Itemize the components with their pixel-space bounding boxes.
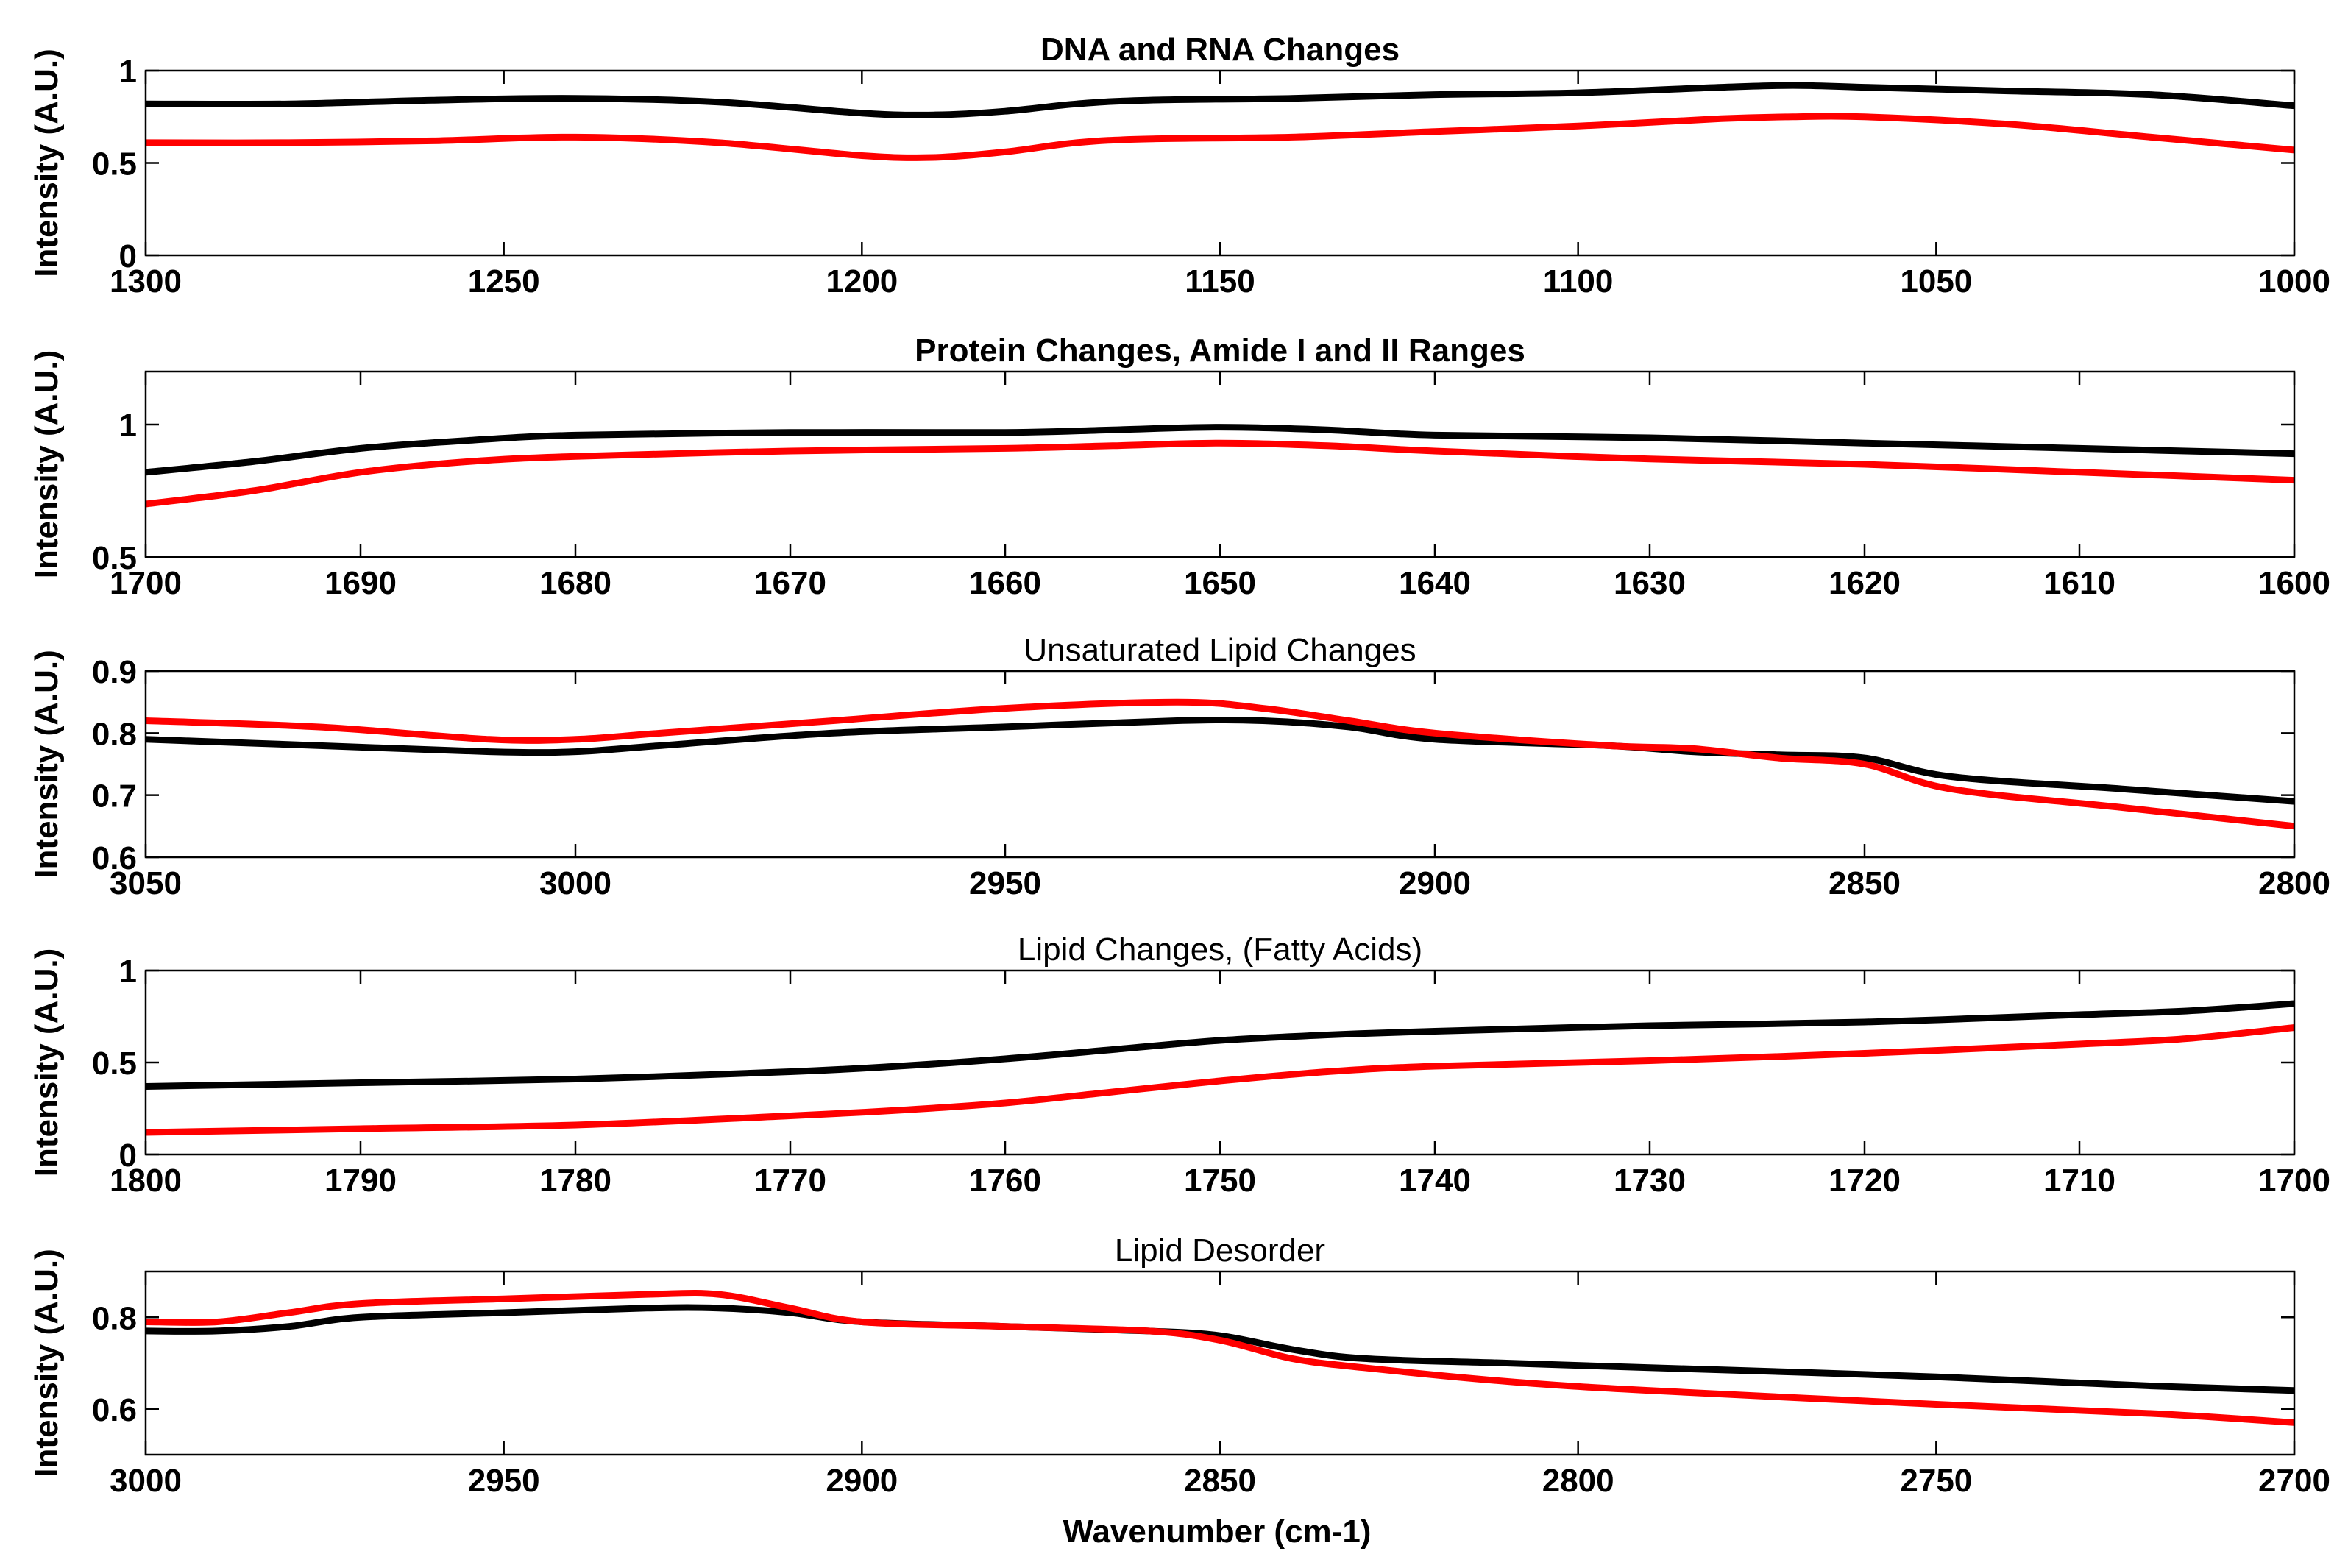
x-tick-label: 1660 (969, 565, 1041, 601)
panel-title: Lipid Desorder (1115, 1232, 1325, 1269)
series-line-black (146, 424, 2294, 476)
series-line-red (146, 1024, 2294, 1136)
y-axis-label: Intensity (A.U.) (29, 1249, 65, 1477)
x-axis-label: Wavenumber (cm-1) (1063, 1514, 1372, 1550)
x-tick-label: 3000 (539, 865, 611, 901)
y-tick-label: 1 (119, 54, 137, 90)
x-tick-label: 1710 (2043, 1163, 2115, 1199)
chart-panel-2: Protein Changes, Amide I and II Ranges In… (29, 333, 2330, 601)
x-tick-label: 2900 (826, 1463, 898, 1499)
series-line-black (146, 716, 2294, 805)
y-tick-label: 0.5 (92, 146, 137, 182)
x-tick-label: 1690 (324, 565, 397, 601)
chart-panel-5: Lipid Desorder Intensity (A.U.) 3000 2950 29… (29, 1232, 2330, 1499)
y-tick-label: 0.5 (92, 540, 137, 576)
x-tick-label: 2800 (2258, 865, 2330, 901)
x-tick-label: 1700 (2258, 1163, 2330, 1199)
panel-title: Lipid Changes, (Fatty Acids) (1018, 932, 1422, 968)
y-tick-label: 0.8 (92, 1300, 137, 1336)
x-tick-label: 1610 (2043, 565, 2115, 601)
y-tick-label: 1 (119, 954, 137, 990)
x-tick-label: 3000 (110, 1463, 182, 1499)
y-tick-label: 1 (119, 408, 137, 444)
y-tick-label: 0.6 (92, 1392, 137, 1428)
y-tick-label: 0.9 (92, 654, 137, 690)
x-tick-label: 1200 (826, 263, 898, 299)
x-tick-label: 1680 (539, 565, 611, 601)
panel-title: Unsaturated Lipid Changes (1024, 632, 1416, 668)
y-axis-label: Intensity (A.U.) (29, 948, 65, 1177)
x-tick-label: 1640 (1399, 565, 1471, 601)
x-tick-label: 1670 (754, 565, 826, 601)
x-tick-label: 1790 (324, 1163, 397, 1199)
x-tick-label: 1300 (110, 263, 182, 299)
y-tick-label: 0.6 (92, 840, 137, 876)
chart-panel-1: DNA and RNA Changes Intensity (A.U.) 1300 1… (29, 32, 2330, 299)
series-line-red (146, 113, 2294, 161)
series-line-red (146, 439, 2294, 508)
x-tick-label: 1800 (110, 1163, 182, 1199)
series-line-black (146, 82, 2294, 118)
series-line-black (146, 1000, 2294, 1090)
x-tick-label: 1730 (1614, 1163, 1686, 1199)
y-axis-label: Intensity (A.U.) (29, 650, 65, 878)
y-tick-label: 0.8 (92, 716, 137, 752)
series-line-red (146, 1289, 2294, 1426)
x-tick-label: 1650 (1184, 565, 1256, 601)
x-tick-label: 3050 (110, 865, 182, 901)
x-tick-label: 2900 (1399, 865, 1471, 901)
x-tick-label: 1100 (1543, 263, 1613, 299)
panel-title: Protein Changes, Amide I and II Ranges (915, 333, 1525, 369)
x-tick-label: 1770 (754, 1163, 826, 1199)
y-tick-label: 0 (119, 238, 137, 274)
x-tick-label: 1000 (2258, 263, 2330, 299)
x-tick-label: 1740 (1399, 1163, 1471, 1199)
x-tick-label: 1760 (969, 1163, 1041, 1199)
x-tick-label: 1720 (1829, 1163, 1901, 1199)
axes-frame (144, 670, 2296, 859)
x-tick-label: 1750 (1184, 1163, 1256, 1199)
x-tick-label: 2850 (1184, 1463, 1256, 1499)
y-tick-label: 0.7 (92, 778, 137, 815)
x-tick-label: 1600 (2258, 565, 2330, 601)
x-tick-label: 1150 (1185, 263, 1255, 299)
x-tick-label: 2700 (2258, 1463, 2330, 1499)
series-line-black (146, 1304, 2294, 1394)
x-tick-label: 1700 (110, 565, 182, 601)
y-tick-label: 0.5 (92, 1046, 137, 1082)
x-tick-label: 2750 (1900, 1463, 1972, 1499)
x-tick-label: 2950 (468, 1463, 540, 1499)
x-tick-label: 1620 (1829, 565, 1901, 601)
y-tick-label: 0 (119, 1138, 137, 1174)
chart-panel-3: Unsaturated Lipid Changes Intensity (A.U.… (29, 632, 2330, 901)
x-tick-label: 1630 (1614, 565, 1686, 601)
x-tick-label: 1050 (1900, 263, 1972, 299)
x-tick-label: 2850 (1829, 865, 1901, 901)
x-tick-label: 2950 (969, 865, 1041, 901)
series-line-red (146, 698, 2294, 830)
panel-title: DNA and RNA Changes (1040, 32, 1400, 68)
x-tick-label: 1250 (468, 263, 540, 299)
y-axis-label: Intensity (A.U.) (29, 49, 65, 277)
x-tick-label: 1780 (539, 1163, 611, 1199)
x-tick-label: 2800 (1542, 1463, 1614, 1499)
y-axis-label: Intensity (A.U.) (29, 350, 65, 578)
chart-panel-4: Lipid Changes, (Fatty Acids) Intensity (A… (29, 932, 2330, 1199)
